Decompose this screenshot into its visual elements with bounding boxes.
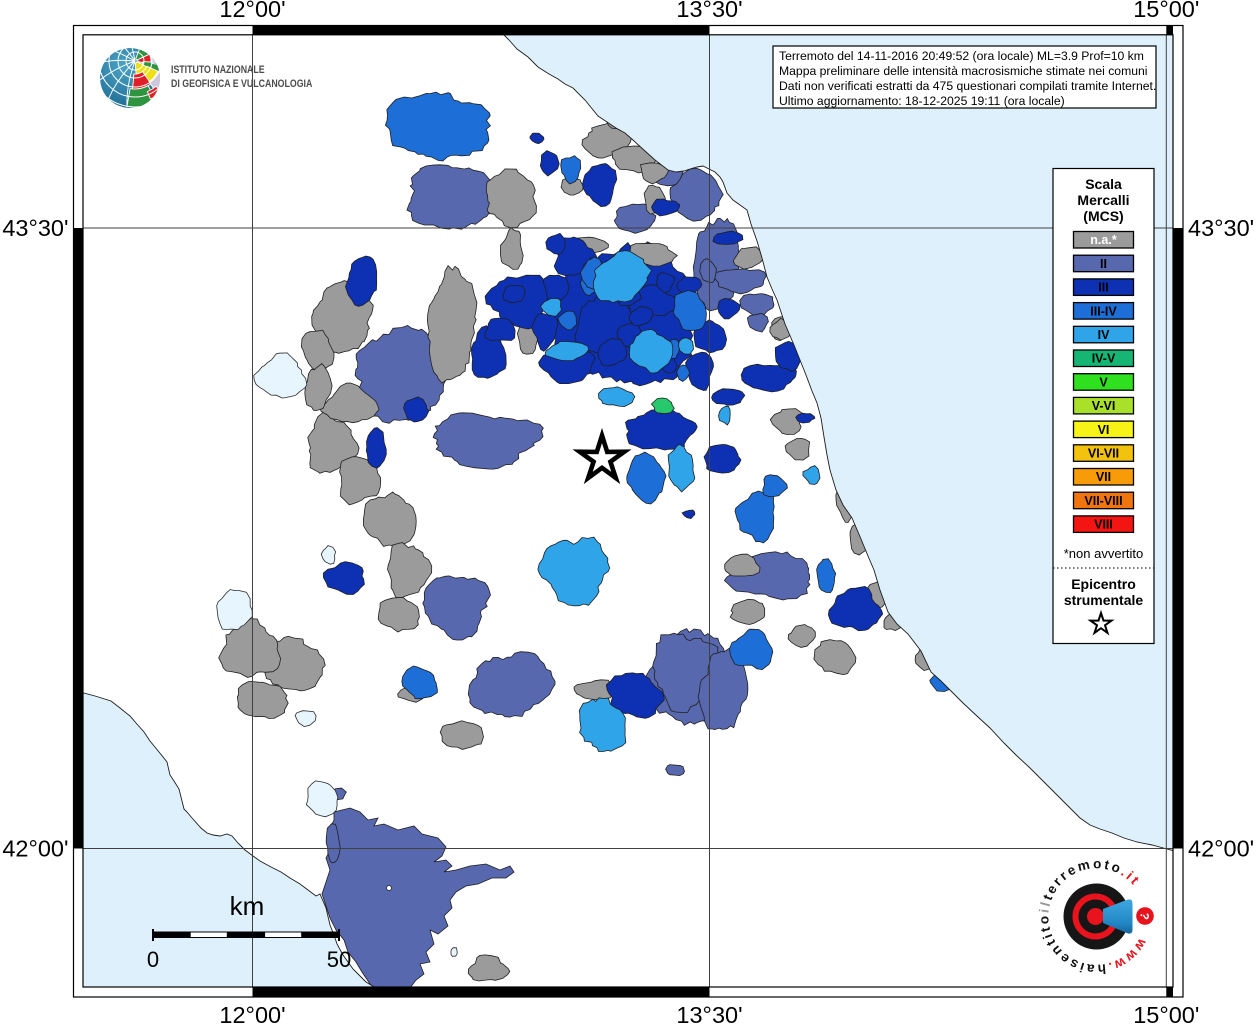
svg-text:Mappa preliminare delle intens: Mappa preliminare delle intensità macros… bbox=[779, 64, 1148, 78]
svg-text:Dati non verificati estratti d: Dati non verificati estratti da 475 ques… bbox=[779, 79, 1156, 93]
svg-text:15°00': 15°00' bbox=[1133, 1002, 1199, 1024]
svg-text:0: 0 bbox=[147, 947, 159, 972]
svg-text:km: km bbox=[230, 891, 265, 921]
svg-text:n.a.*: n.a.* bbox=[1090, 233, 1117, 247]
svg-text:V-VI: V-VI bbox=[1092, 399, 1116, 413]
svg-text:Mercalli: Mercalli bbox=[1077, 192, 1129, 208]
svg-text:12°00': 12°00' bbox=[219, 1002, 285, 1024]
svg-text:IV: IV bbox=[1098, 328, 1110, 342]
svg-text:?: ? bbox=[1137, 911, 1152, 921]
svg-text:*non avvertito: *non avvertito bbox=[1064, 546, 1144, 561]
svg-text:12°00': 12°00' bbox=[219, 0, 285, 22]
svg-text:strumentale: strumentale bbox=[1064, 592, 1144, 608]
svg-text:42°00': 42°00' bbox=[2, 836, 68, 862]
svg-text:VII-VIII: VII-VIII bbox=[1084, 494, 1122, 508]
svg-text:VI: VI bbox=[1098, 423, 1110, 437]
svg-text:V: V bbox=[1099, 375, 1108, 389]
svg-text:13°30': 13°30' bbox=[676, 1002, 742, 1024]
svg-text:43°30': 43°30' bbox=[2, 215, 68, 241]
svg-text:15°00': 15°00' bbox=[1133, 0, 1199, 22]
svg-text:43°30': 43°30' bbox=[1188, 215, 1254, 241]
svg-text:Ultimo aggiornamento: 18-12-20: Ultimo aggiornamento: 18-12-2025 19:11 (… bbox=[779, 94, 1065, 108]
svg-text:VII: VII bbox=[1096, 470, 1111, 484]
svg-text:Scala: Scala bbox=[1085, 176, 1122, 192]
svg-text:DI GEOFISICA E VULCANOLOGIA: DI GEOFISICA E VULCANOLOGIA bbox=[171, 78, 312, 90]
svg-text:VI-VII: VI-VII bbox=[1088, 447, 1119, 461]
svg-text:13°30': 13°30' bbox=[676, 0, 742, 22]
svg-text:Terremoto del 14-11-2016 20:49: Terremoto del 14-11-2016 20:49:52 (ora l… bbox=[779, 49, 1144, 63]
svg-text:50: 50 bbox=[327, 947, 351, 972]
svg-text:VIII: VIII bbox=[1094, 518, 1113, 532]
svg-text:III: III bbox=[1098, 281, 1108, 295]
svg-text:II: II bbox=[1100, 257, 1107, 271]
svg-text:(MCS): (MCS) bbox=[1083, 208, 1123, 224]
svg-text:III-IV: III-IV bbox=[1090, 304, 1117, 318]
svg-text:ISTITUTO NAZIONALE: ISTITUTO NAZIONALE bbox=[171, 64, 265, 76]
svg-text:42°00': 42°00' bbox=[1188, 836, 1254, 862]
svg-text:IV-V: IV-V bbox=[1092, 352, 1116, 366]
svg-text:Epicentro: Epicentro bbox=[1071, 576, 1136, 592]
